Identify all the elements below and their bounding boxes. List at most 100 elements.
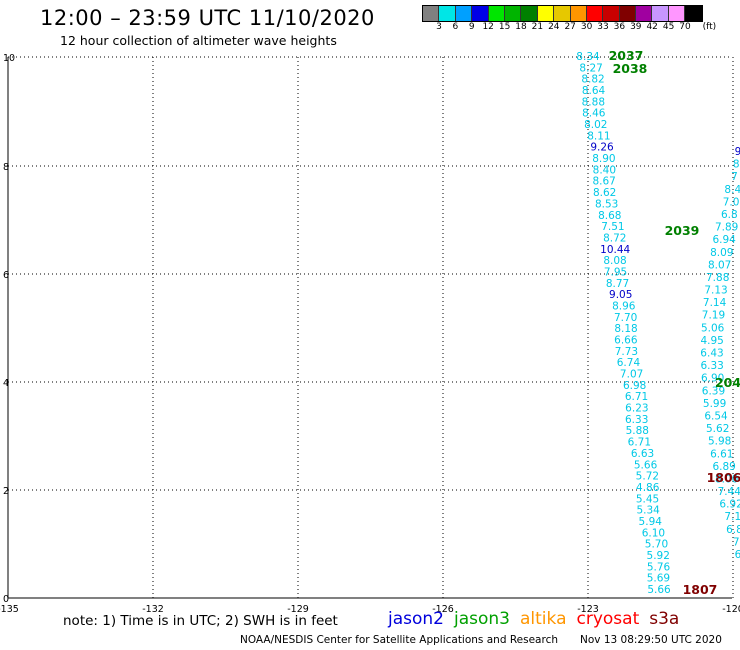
swh-value: 6.89 [712, 461, 735, 473]
pass-time-label: 2037 [609, 48, 644, 63]
swh-value: 5.70 [645, 539, 668, 551]
legend-bin-label: 36 [613, 22, 626, 32]
legend-bin-label: 33 [597, 22, 609, 32]
swh-value: 9.05 [609, 289, 632, 301]
swh-value: 8.02 [584, 119, 607, 131]
swh-value: 5.62 [706, 423, 729, 435]
latitude-label: 6 [3, 270, 9, 281]
swh-value: 7.70 [614, 312, 637, 324]
legend-swatch [603, 6, 620, 21]
legend-swatch [455, 6, 473, 21]
map-axis-labels: -135 -132 -129 -126 -123 -120 0 2 4 6 8 10 [0, 53, 740, 615]
swh-value: 7 [731, 171, 738, 183]
legend-swatch [554, 6, 571, 21]
swh-value: 7.1 [724, 511, 740, 523]
legend-swatch [488, 6, 505, 21]
swh-value: 7.51 [601, 221, 624, 233]
swh-value: 5.66 [647, 584, 671, 596]
swh-value: 8.77 [606, 278, 629, 290]
legend-swatch [636, 6, 653, 21]
swh-value: 7.44 [718, 486, 740, 498]
legend-swatch [586, 6, 604, 21]
swh-value: 5.98 [708, 436, 731, 448]
satellite-legend: jason2 jason3 altika cryosat s3a [388, 609, 689, 629]
longitude-label: -129 [287, 604, 309, 615]
legend-swatch [570, 6, 587, 21]
swh-value: 5.76 [647, 561, 671, 573]
swh-value: 8.11 [587, 130, 610, 142]
swh-value: 8.34 [576, 51, 600, 63]
legend-bin-label: 24 [548, 22, 560, 32]
legend-bin-label: 12 [482, 22, 494, 32]
legend-bin-label: 45 [662, 22, 675, 32]
swh-value: 8.18 [614, 323, 637, 335]
swh-value: 7.89 [715, 222, 738, 234]
swh-value: 8.90 [592, 153, 615, 165]
swh-value: 6.92 [719, 499, 740, 511]
pass-time-label: 204 [715, 375, 740, 390]
swh-value: 8.88 [582, 96, 605, 108]
generated-timestamp: Nov 13 08:29:50 UTC 2020 [580, 634, 722, 646]
longitude-label: -135 [0, 604, 19, 615]
satellite-legend-item: cryosat [576, 609, 640, 629]
swh-value: 7.0 [723, 196, 740, 208]
legend-unit-label: (ft) [702, 22, 717, 32]
swh-value: 6.74 [617, 357, 641, 369]
legend-swatch [537, 6, 555, 21]
legend-bin-label: 21 [531, 22, 544, 32]
swh-value: 6.33 [625, 414, 648, 426]
swh-value: 6.33 [700, 360, 723, 372]
swh-value: 8.07 [708, 259, 731, 271]
map-title: 12:00 – 23:59 UTC 11/10/2020 [40, 6, 375, 30]
swh-value: 8.68 [598, 210, 621, 222]
map-subtitle: 12 hour collection of altimeter wave hei… [60, 33, 337, 48]
legend-swatch [668, 6, 686, 21]
legend-bin-label: 39 [630, 22, 642, 32]
legend-bin-label: 6 [452, 22, 459, 32]
swh-value: 5.92 [647, 550, 670, 562]
swh-value: 6.54 [704, 410, 728, 422]
swh-value: 10.44 [600, 244, 630, 256]
swh-value: 6.43 [700, 348, 723, 360]
legend-swatch [521, 6, 538, 21]
longitude-label: -132 [142, 604, 164, 615]
legend-swatch [472, 6, 489, 21]
altimeter-track-b: 9878.47.06.87.896.948.098.077.887.137.14… [700, 146, 740, 561]
swh-value: 4.86 [636, 482, 660, 494]
satellite-legend-item: jason2 [388, 609, 444, 629]
swh-value: 6.94 [712, 234, 736, 246]
latitude-label: 2 [3, 486, 9, 497]
map-grid [7, 56, 734, 599]
swh-value: 8.96 [612, 300, 636, 312]
credit-text: NOAA/NESDIS Center for Satellite Applica… [240, 634, 558, 646]
swh-value: 8.08 [603, 255, 626, 267]
swh-value: 8.67 [592, 176, 615, 188]
latitude-label: 8 [3, 162, 9, 173]
swh-value: 8.09 [710, 247, 733, 259]
swh-value: 6 [735, 549, 740, 561]
swh-value: 7.88 [706, 272, 729, 284]
latitude-label: 4 [3, 378, 9, 389]
longitude-label: -123 [577, 604, 599, 615]
swh-value: 6.23 [625, 403, 648, 415]
color-legend-labels: 3 6 9 12 15 18 21 24 27 30 33 36 39 42 45 70 (ft) [430, 22, 740, 34]
swh-value: 8.82 [581, 74, 604, 86]
swh-value: 6.63 [631, 448, 654, 460]
swh-value: 8.53 [595, 198, 618, 210]
swh-value: 6.39 [702, 385, 725, 397]
swh-value: 5.66 [634, 459, 658, 471]
swh-value: 7.73 [615, 346, 638, 358]
legend-swatch [504, 6, 522, 21]
legend-swatch [619, 6, 637, 21]
longitude-label: -126 [432, 604, 454, 615]
altimeter-track-a: 8.348.278.828.648.888.468.028.119.268.90… [576, 51, 671, 596]
pass-time-label: 1806 [707, 470, 740, 485]
swh-value: 7.14 [703, 297, 727, 309]
swh-value: 8.27 [579, 62, 602, 74]
swh-value: 6.71 [628, 437, 651, 449]
swh-value: 5.69 [647, 573, 670, 585]
pass-time-label: 1807 [683, 582, 718, 597]
swh-value: 8.40 [593, 164, 616, 176]
swh-value: 8 [733, 159, 740, 171]
